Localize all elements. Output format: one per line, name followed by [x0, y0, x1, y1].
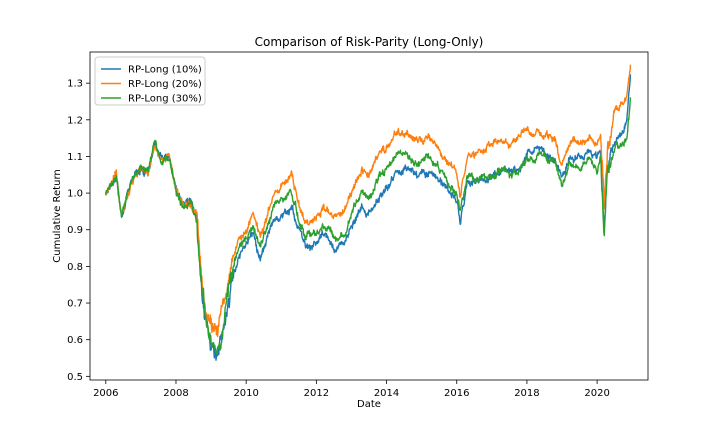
series-line-1 [105, 74, 632, 361]
x-tick-label: 2010 [233, 388, 258, 399]
y-tick-label: 1.3 [67, 79, 83, 90]
y-tick-label: 0.9 [67, 225, 83, 236]
y-tick-label: 0.8 [67, 262, 83, 273]
x-tick-label: 2016 [444, 388, 469, 399]
x-axis-label: Date [357, 399, 381, 410]
y-tick-label: 0.6 [67, 335, 83, 346]
plot-frame [89, 51, 649, 381]
legend-label: RP-Long (30%) [128, 94, 202, 105]
y-tick-label: 1.0 [67, 189, 83, 200]
x-tick-label: 2020 [584, 388, 609, 399]
chart-title: Comparison of Risk-Parity (Long-Only) [255, 35, 484, 49]
y-tick-label: 1.1 [67, 152, 83, 163]
plot-series [105, 64, 632, 361]
legend-label: RP-Long (20%) [128, 79, 202, 90]
y-tick-label: 0.7 [67, 299, 83, 310]
x-tick-label: 2018 [514, 388, 539, 399]
y-tick-label: 0.5 [67, 372, 83, 383]
x-tick-label: 2014 [374, 388, 399, 399]
x-tick-label: 2008 [163, 388, 188, 399]
legend-label: RP-Long (10%) [128, 65, 202, 76]
y-tick-label: 1.2 [67, 115, 83, 126]
legend-box [94, 56, 206, 106]
series-line-3 [105, 97, 632, 355]
y-axis-label: Cumulative Return [52, 169, 63, 262]
x-tick-label: 2006 [93, 388, 118, 399]
y-axis: 0.5 0.6 0.7 0.8 0.9 1.0 1.1 1.2 1.3 [67, 79, 90, 383]
x-tick-label: 2012 [304, 388, 329, 399]
x-axis: 2006 2008 2010 2012 2014 2016 2018 2020 [93, 380, 610, 399]
legend: RP-Long (10%) RP-Long (20%) RP-Long (30%) [94, 56, 206, 106]
